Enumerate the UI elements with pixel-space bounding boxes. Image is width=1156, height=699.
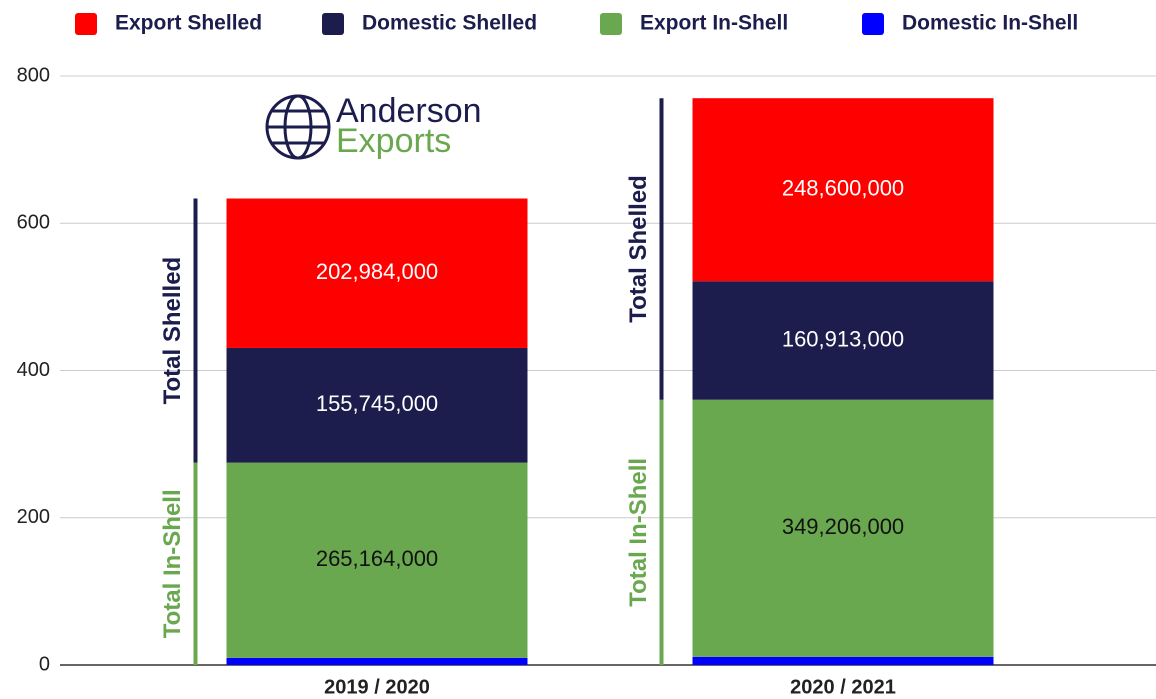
y-tick-label: 600	[17, 212, 50, 234]
annotation: Total In-Shell	[625, 458, 652, 607]
bar-segment	[226, 198, 528, 348]
bar-segment	[692, 98, 994, 282]
value-label: 202,984,000	[316, 259, 438, 284]
logo-text: Anderson	[336, 92, 482, 130]
annotation: Total Shelled	[625, 175, 652, 323]
logo-text: Exports	[336, 122, 451, 160]
legend-label: Domestic Shelled	[362, 12, 537, 35]
legend-label: Export In-Shell	[640, 12, 788, 35]
bar-segment	[226, 657, 528, 665]
value-label: 349,206,000	[782, 514, 904, 539]
bar-segment	[226, 347, 528, 463]
legend-swatch	[600, 13, 622, 35]
legend-label: Domestic In-Shell	[902, 12, 1078, 35]
bar-segment	[692, 281, 994, 400]
legend-swatch	[75, 13, 97, 35]
annotation: Total In-Shell	[159, 489, 186, 638]
bar-segment	[692, 399, 994, 657]
x-tick-label: 2020 / 2021	[790, 676, 896, 698]
annotation: Total Shelled	[159, 257, 186, 405]
y-tick-label: 400	[17, 359, 50, 381]
legend-swatch	[322, 13, 344, 35]
bar-segment	[692, 656, 994, 665]
value-label: 248,600,000	[782, 176, 904, 201]
y-tick-label: 0	[39, 653, 50, 675]
logo: Anderson Exports	[265, 92, 482, 160]
y-tick-label: 800	[17, 64, 50, 86]
bar-segment	[226, 462, 528, 658]
value-label: 160,913,000	[782, 326, 904, 351]
value-label: 155,745,000	[316, 391, 438, 416]
y-tick-label: 200	[17, 506, 50, 528]
legend-swatch	[862, 13, 884, 35]
value-label: 265,164,000	[316, 546, 438, 571]
legend-label: Export Shelled	[115, 12, 262, 35]
x-tick-label: 2019 / 2020	[324, 676, 430, 698]
